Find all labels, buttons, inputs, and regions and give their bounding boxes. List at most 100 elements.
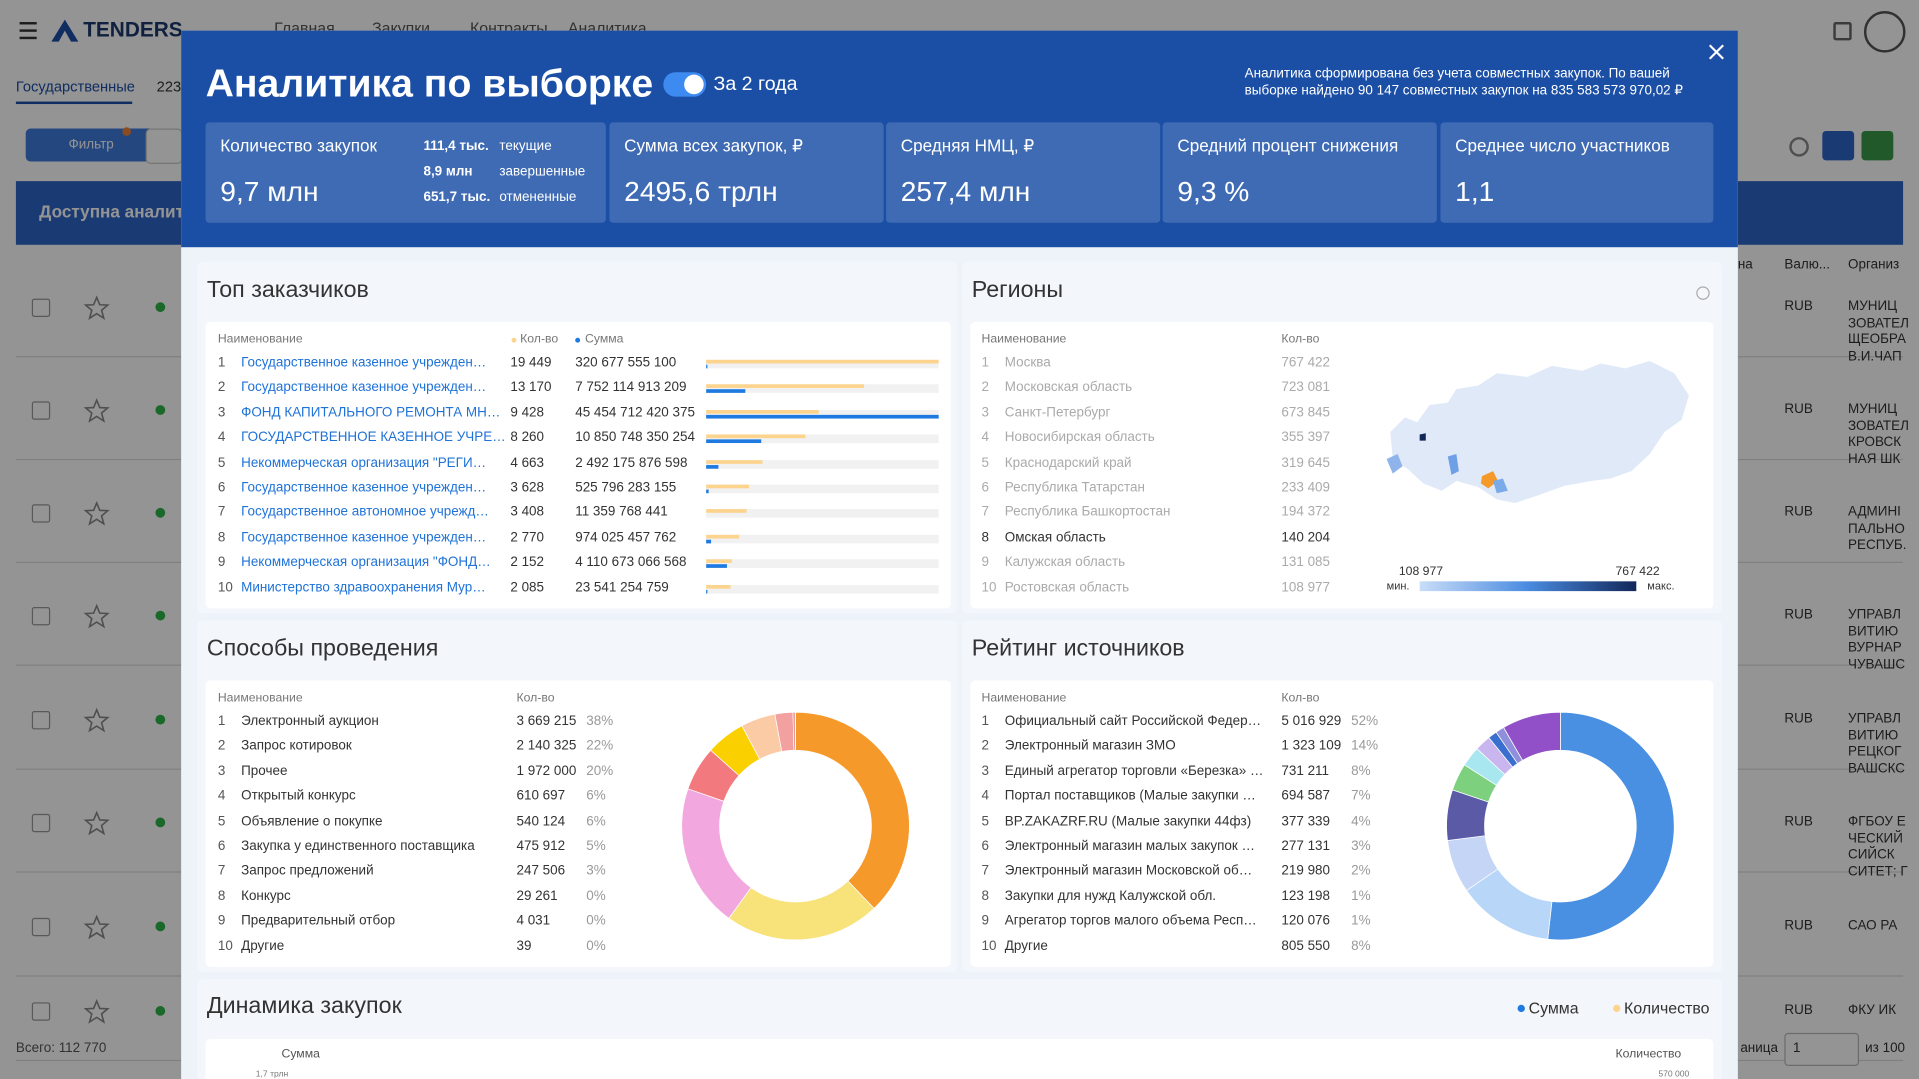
share: 4%	[1351, 813, 1371, 829]
region-name[interactable]: Новосибирская область	[1004, 430, 1155, 445]
bar-track	[706, 509, 939, 519]
customer-name[interactable]: ФОНД КАПИТАЛЬНОГО РЕМОНТА МН…	[241, 405, 501, 421]
count: 723 081	[1281, 380, 1331, 396]
close-icon[interactable]	[1708, 44, 1724, 60]
name: BP.ZAKAZRF.RU (Малые закупки 44фз)	[1004, 813, 1252, 829]
count: 29 261	[516, 888, 558, 904]
grid-settings[interactable]	[1833, 22, 1852, 41]
bar-track	[706, 409, 939, 419]
rank: 10	[981, 580, 997, 595]
row-checkbox[interactable]	[31, 813, 51, 833]
customer-name[interactable]: Некоммерческая организация "РЕГИ…	[241, 455, 487, 470]
row-checkbox[interactable]	[31, 1002, 51, 1021]
bar-track	[706, 559, 939, 569]
customer-name[interactable]: Государственное казенное учрежден…	[241, 355, 487, 371]
star-icon	[83, 914, 110, 940]
region-name[interactable]: Республика Татарстан	[1004, 480, 1145, 495]
count: 319 645	[1281, 455, 1331, 470]
organization: МУНИЦ	[1848, 299, 1898, 314]
column-header: Организ	[1848, 257, 1900, 273]
rank: 3	[217, 763, 226, 779]
name: Другие	[241, 938, 285, 954]
menu-icon	[19, 22, 37, 40]
region-name[interactable]: Санкт-Петербург	[1004, 405, 1111, 421]
region-name[interactable]: Краснодарский край	[1004, 455, 1132, 470]
sum-bar	[706, 439, 762, 444]
customer-name[interactable]: Государственное казенное учрежден…	[241, 380, 487, 396]
map-region	[1447, 454, 1459, 475]
count: 377 339	[1281, 813, 1331, 829]
page-input[interactable]	[1784, 1032, 1860, 1066]
row-checkbox[interactable]	[31, 917, 51, 937]
donut-segment	[728, 880, 875, 941]
count: 610 697	[516, 788, 566, 804]
customer-name[interactable]: Государственное казенное учрежден…	[241, 480, 487, 495]
legend-max: макс.	[1647, 579, 1675, 592]
customer-name[interactable]: ГОСУДАРСТВЕННОЕ КАЗЕННОЕ УЧРЕ…	[241, 430, 506, 445]
count: 2 140 325	[516, 738, 577, 754]
row-checkbox[interactable]	[31, 298, 51, 317]
filter-dot	[122, 127, 131, 136]
star	[83, 707, 110, 733]
sum: 7 752 114 913 209	[575, 380, 687, 396]
rank: 2	[981, 380, 990, 396]
organization: КРОВСК	[1848, 434, 1902, 450]
name: Закупка у единственного поставщика	[241, 838, 475, 854]
count: 39	[516, 938, 532, 954]
tab[interactable]: Государственные	[15, 78, 135, 96]
count: 1 972 000	[516, 763, 577, 779]
tab[interactable]: 223	[156, 78, 182, 96]
map	[1386, 361, 1689, 504]
star-icon	[83, 707, 110, 733]
count: 108 977	[1281, 580, 1331, 595]
row-checkbox[interactable]	[31, 711, 51, 730]
row-checkbox[interactable]	[31, 504, 51, 523]
donut-chart	[681, 711, 910, 941]
customer-name[interactable]: Некоммерческая организация "ФОНД…	[241, 555, 491, 570]
row-checkbox[interactable]	[31, 607, 51, 626]
legend-dot	[1613, 1004, 1621, 1013]
region-name[interactable]: Москва	[1004, 355, 1051, 371]
region-name[interactable]: Московская область	[1004, 380, 1133, 396]
currency: RUB	[1784, 401, 1813, 417]
sum: 11 359 768 441	[575, 505, 668, 520]
status-dot	[155, 507, 166, 518]
excel-button[interactable]	[1861, 130, 1894, 161]
settings-icon[interactable]	[1789, 137, 1809, 157]
organization: СИТЕТ; Г	[1848, 863, 1908, 879]
region-name[interactable]: Республика Башкортостан	[1004, 505, 1171, 520]
organization: НАЯ ШК	[1848, 451, 1901, 467]
count: 4 663	[510, 455, 545, 470]
sum: 974 025 457 762	[575, 530, 677, 545]
name: Единый агрегатор торговли «Березка» …	[1004, 763, 1264, 779]
count: 694 587	[1281, 788, 1331, 804]
modal-title: Аналитика по выборке	[205, 60, 654, 106]
rank: 1	[217, 714, 226, 729]
avatar[interactable]	[1863, 11, 1906, 53]
rank: 4	[981, 788, 990, 804]
kpi-card	[205, 122, 606, 223]
customer-name[interactable]: Министерство здравоохранения Мур…	[241, 580, 486, 595]
map-region	[1419, 433, 1426, 441]
panel-title: Топ заказчиков	[206, 277, 369, 304]
column-header: Наименование	[217, 691, 303, 705]
customer-name[interactable]: Государственное казенное учрежден…	[241, 530, 487, 545]
row-checkbox[interactable]	[31, 401, 51, 420]
sum-bar	[706, 464, 719, 469]
region-name[interactable]: Омская область	[1004, 530, 1106, 545]
name: Запрос предложений	[241, 863, 374, 879]
share: 3%	[1351, 838, 1371, 854]
share: 3%	[586, 863, 606, 879]
bookmark-button[interactable]	[145, 128, 183, 164]
sum: 10 850 748 350 254	[575, 430, 695, 445]
region-name[interactable]: Калужская область	[1004, 555, 1126, 570]
chart-button[interactable]	[1822, 130, 1855, 161]
star	[83, 398, 110, 423]
menu-line	[19, 22, 37, 25]
customer-name[interactable]: Государственное автономное учрежд…	[241, 505, 489, 520]
status-dot	[155, 817, 166, 828]
filter-button[interactable]	[25, 128, 164, 162]
region-name[interactable]: Ростовская область	[1004, 580, 1130, 595]
status-dot	[155, 921, 166, 932]
kpi-value: 9,7 млн	[220, 175, 319, 208]
